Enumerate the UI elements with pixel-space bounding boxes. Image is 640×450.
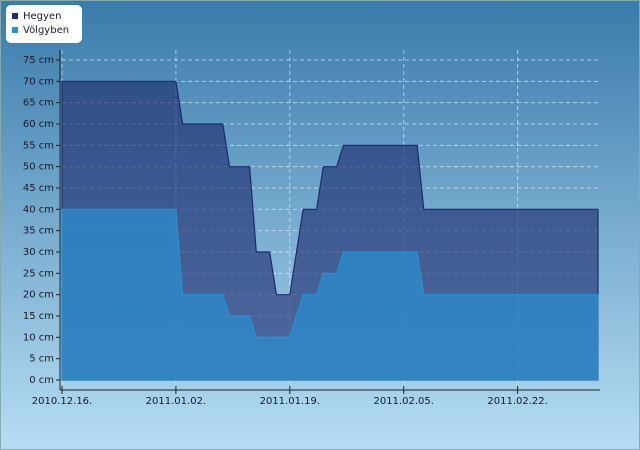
legend-swatch (12, 27, 18, 33)
y-tick-label: 10 cm (23, 332, 54, 343)
x-tick-label: 2011.01.02. (146, 396, 206, 407)
plot-area (61, 50, 600, 390)
x-tick-label: 2010.12.16. (32, 396, 92, 407)
legend[interactable]: Hegyen Völgyben (6, 5, 82, 43)
y-tick-label: 5 cm (29, 354, 54, 365)
legend-label: Hegyen (23, 11, 61, 22)
y-tick-label: 35 cm (23, 226, 54, 237)
y-tick-label: 70 cm (23, 76, 54, 87)
legend-box (6, 5, 82, 43)
y-tick-label: 50 cm (23, 162, 54, 173)
y-tick-label: 20 cm (23, 290, 54, 301)
y-tick-label: 40 cm (23, 204, 54, 215)
y-tick-label: 25 cm (23, 268, 54, 279)
y-tick-label: 15 cm (23, 311, 54, 322)
y-tick-label: 55 cm (23, 140, 54, 151)
y-tick-label: 45 cm (23, 183, 54, 194)
y-tick-label: 60 cm (23, 119, 54, 130)
y-tick-label: 0 cm (29, 375, 54, 386)
legend-swatch (12, 13, 18, 19)
y-tick-label: 30 cm (23, 247, 54, 258)
y-tick-label: 75 cm (23, 55, 54, 66)
x-tick-label: 2011.02.22. (487, 396, 547, 407)
x-tick-label: 2011.01.19. (260, 396, 320, 407)
x-tick-label: 2011.02.05. (373, 396, 433, 407)
area (61, 208, 599, 381)
y-tick-label: 65 cm (23, 98, 54, 109)
legend-label: Völgyben (23, 25, 69, 36)
